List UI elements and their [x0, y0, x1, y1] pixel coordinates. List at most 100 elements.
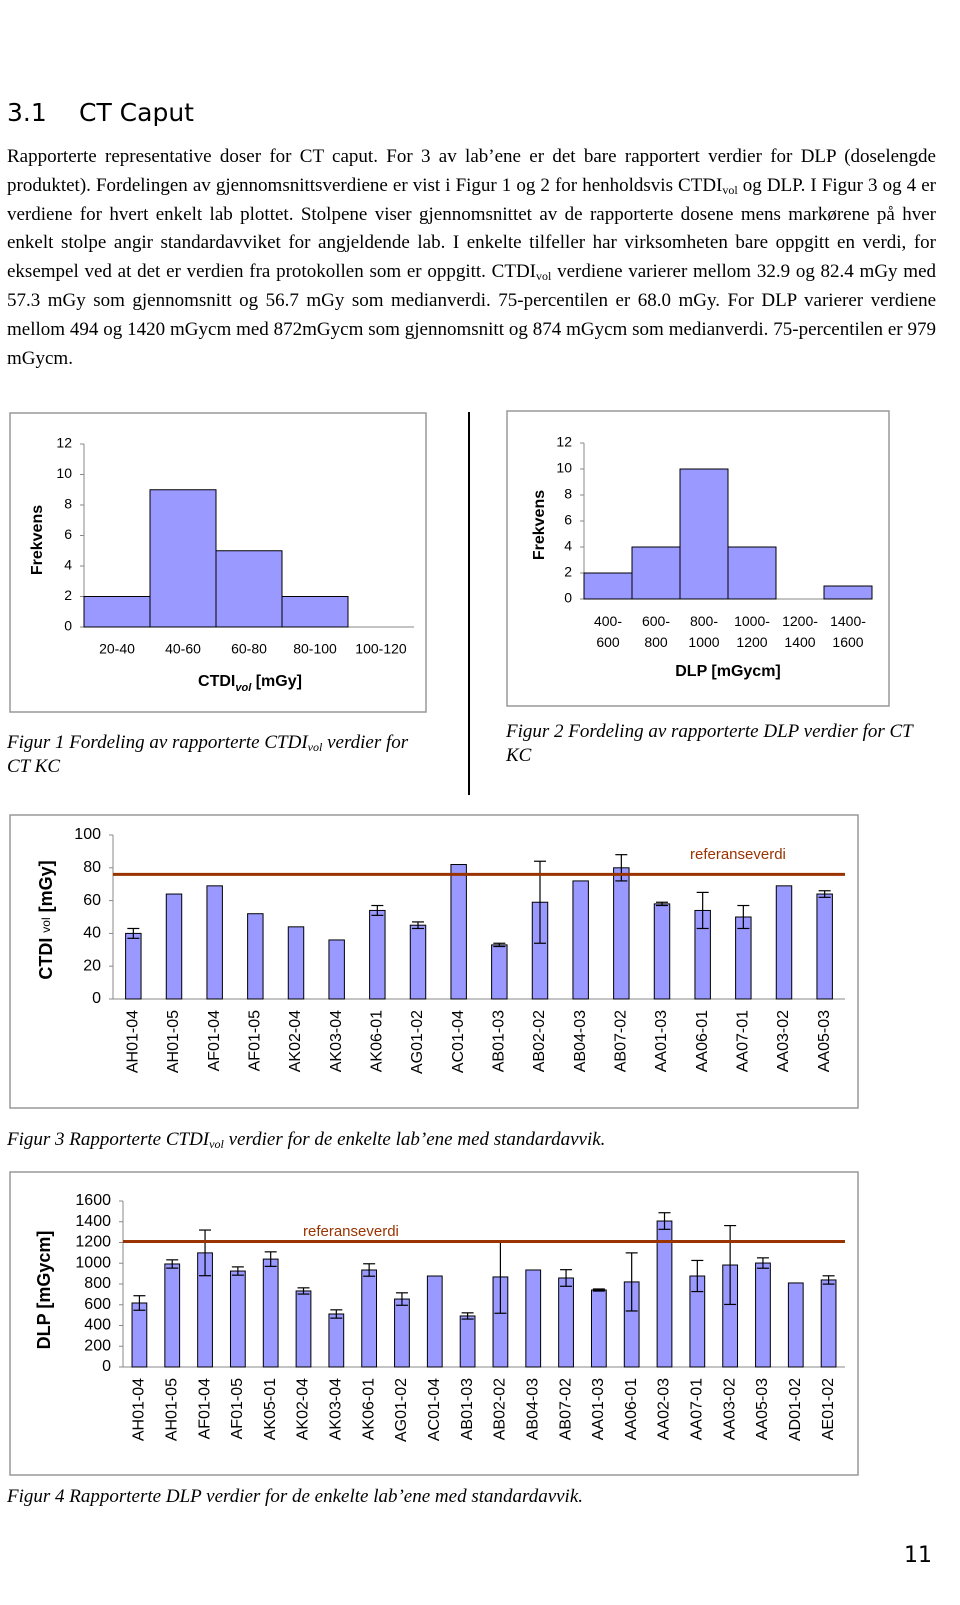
- x-tick-label: AK02-04: [287, 1010, 304, 1072]
- bar: [165, 893, 183, 1000]
- text-run: verdiene varierer mellom 32.9 og 82.4 mG…: [7, 261, 936, 369]
- bar: [491, 944, 508, 1000]
- text-run: Figur 1 Fordeling av rapporterte CTDI: [7, 732, 308, 753]
- bar: [820, 1279, 837, 1368]
- x-tick-label: 600-800: [642, 613, 670, 650]
- x-tick-label: 1400-1600: [830, 613, 866, 650]
- bar: [583, 572, 633, 600]
- bar: [361, 1269, 378, 1368]
- subscript: vol: [307, 740, 323, 754]
- bar: [83, 596, 151, 628]
- bar: [409, 924, 427, 1000]
- label-run: [mGy]: [36, 860, 56, 917]
- x-tick-label: 1000-1200: [734, 613, 770, 650]
- bar: [164, 1263, 181, 1368]
- text-run: Figur 2 Fordeling av rapporterte DLP ver…: [506, 721, 913, 766]
- bar: [459, 1315, 476, 1368]
- x-tick-label: AB02-02: [531, 1010, 548, 1072]
- x-tick-label: AK05-01: [262, 1378, 279, 1440]
- x-tick-label: AK06-01: [360, 1378, 377, 1440]
- error-bar: [199, 1229, 212, 1277]
- x-tick-label: AF01-04: [196, 1378, 213, 1439]
- y-tick-label: 12: [56, 435, 72, 451]
- heading: 3.1 CT Caput: [7, 98, 194, 127]
- error-bar: [297, 1287, 310, 1295]
- x-tick-label: AD01-02: [787, 1378, 804, 1441]
- x-tick-label: AG01-02: [409, 1010, 426, 1074]
- bar: [816, 893, 833, 1000]
- x-tick-label: AB04-03: [572, 1010, 589, 1072]
- bar: [281, 596, 349, 628]
- label-run: DLP [mGycm]: [34, 1231, 54, 1350]
- label-run: CTDI: [36, 933, 56, 980]
- bar: [775, 885, 793, 1000]
- heading-title: CT Caput: [79, 98, 194, 127]
- x-tick-label: AB02-02: [492, 1378, 509, 1440]
- x-tick-label: AK02-04: [295, 1378, 312, 1440]
- x-tick-label: AF01-05: [247, 1010, 264, 1071]
- error-bar: [658, 1212, 671, 1230]
- bar: [328, 1313, 345, 1368]
- x-tick-label: AA07-01: [735, 1010, 752, 1072]
- bar: [295, 1290, 312, 1368]
- bar: [572, 880, 589, 1000]
- bar: [394, 1298, 410, 1368]
- label-run: DLP [mGycm]: [675, 663, 781, 680]
- bar: [631, 546, 681, 600]
- x-tick-label: AA05-03: [754, 1378, 771, 1440]
- bar: [131, 1302, 148, 1368]
- y-tick-label: 6: [564, 512, 572, 528]
- y-tick-label: 200: [84, 1337, 111, 1354]
- y-tick-label: 8: [564, 486, 572, 502]
- subscript: vol: [536, 269, 552, 284]
- error-bar: [133, 1295, 146, 1311]
- error-bar: [371, 904, 384, 916]
- error-bar: [818, 890, 831, 898]
- error-bar: [756, 1257, 769, 1269]
- x-tick-label: 80-100: [293, 641, 337, 657]
- caption: Figur 2 Fordeling av rapporterte DLP ver…: [506, 720, 936, 768]
- x-tick-label: 1200-1400: [782, 613, 818, 650]
- x-tick-label: AF01-05: [229, 1378, 246, 1439]
- x-tick-label: AA01-03: [653, 1010, 670, 1072]
- label-run: [mGy]: [251, 673, 302, 690]
- axis-label: DLP [mGycm]: [675, 663, 781, 680]
- bar: [679, 468, 729, 600]
- error-bar: [231, 1266, 244, 1276]
- bar: [823, 585, 873, 600]
- error-bar: [412, 921, 424, 930]
- x-tick-label: 20-40: [99, 641, 135, 657]
- x-tick-label: AB07-02: [613, 1010, 630, 1072]
- x-tick-label: AH01-05: [165, 1010, 182, 1073]
- y-tick-label: 40: [83, 925, 101, 942]
- bar: [125, 932, 142, 1000]
- x-tick-label: AA03-02: [721, 1378, 738, 1440]
- y-axis-label: Frekvens: [29, 505, 46, 575]
- x-tick-label: AB01-03: [491, 1010, 508, 1072]
- x-tick-label: AC01-04: [426, 1378, 443, 1441]
- error-bar: [656, 901, 668, 907]
- error-bar: [363, 1263, 376, 1277]
- page-number: 11: [904, 1543, 932, 1568]
- y-tick-label: 1400: [75, 1213, 111, 1230]
- x-tick-label: 800-1000: [688, 613, 719, 650]
- error-bar: [461, 1312, 474, 1320]
- error-bar: [592, 1288, 605, 1292]
- x-tick-label: AF01-04: [206, 1010, 223, 1071]
- bar: [525, 1269, 542, 1368]
- x-tick-label: AH01-04: [125, 1010, 142, 1073]
- bar: [287, 926, 305, 1000]
- axis-label: CTDIvol [mGy]: [198, 673, 302, 694]
- error-bar: [330, 1309, 343, 1319]
- y-tick-label: 10: [556, 460, 572, 476]
- body-text: Rapporterte representative doser for CT …: [7, 143, 936, 373]
- x-tick-label: AA06-01: [694, 1010, 711, 1072]
- y-tick-label: 0: [64, 618, 72, 634]
- error-bar: [127, 927, 140, 939]
- label-run: vol: [39, 917, 53, 932]
- chart-frame: [9, 412, 427, 713]
- bar: [450, 864, 467, 1000]
- y-tick-label: 4: [564, 538, 572, 554]
